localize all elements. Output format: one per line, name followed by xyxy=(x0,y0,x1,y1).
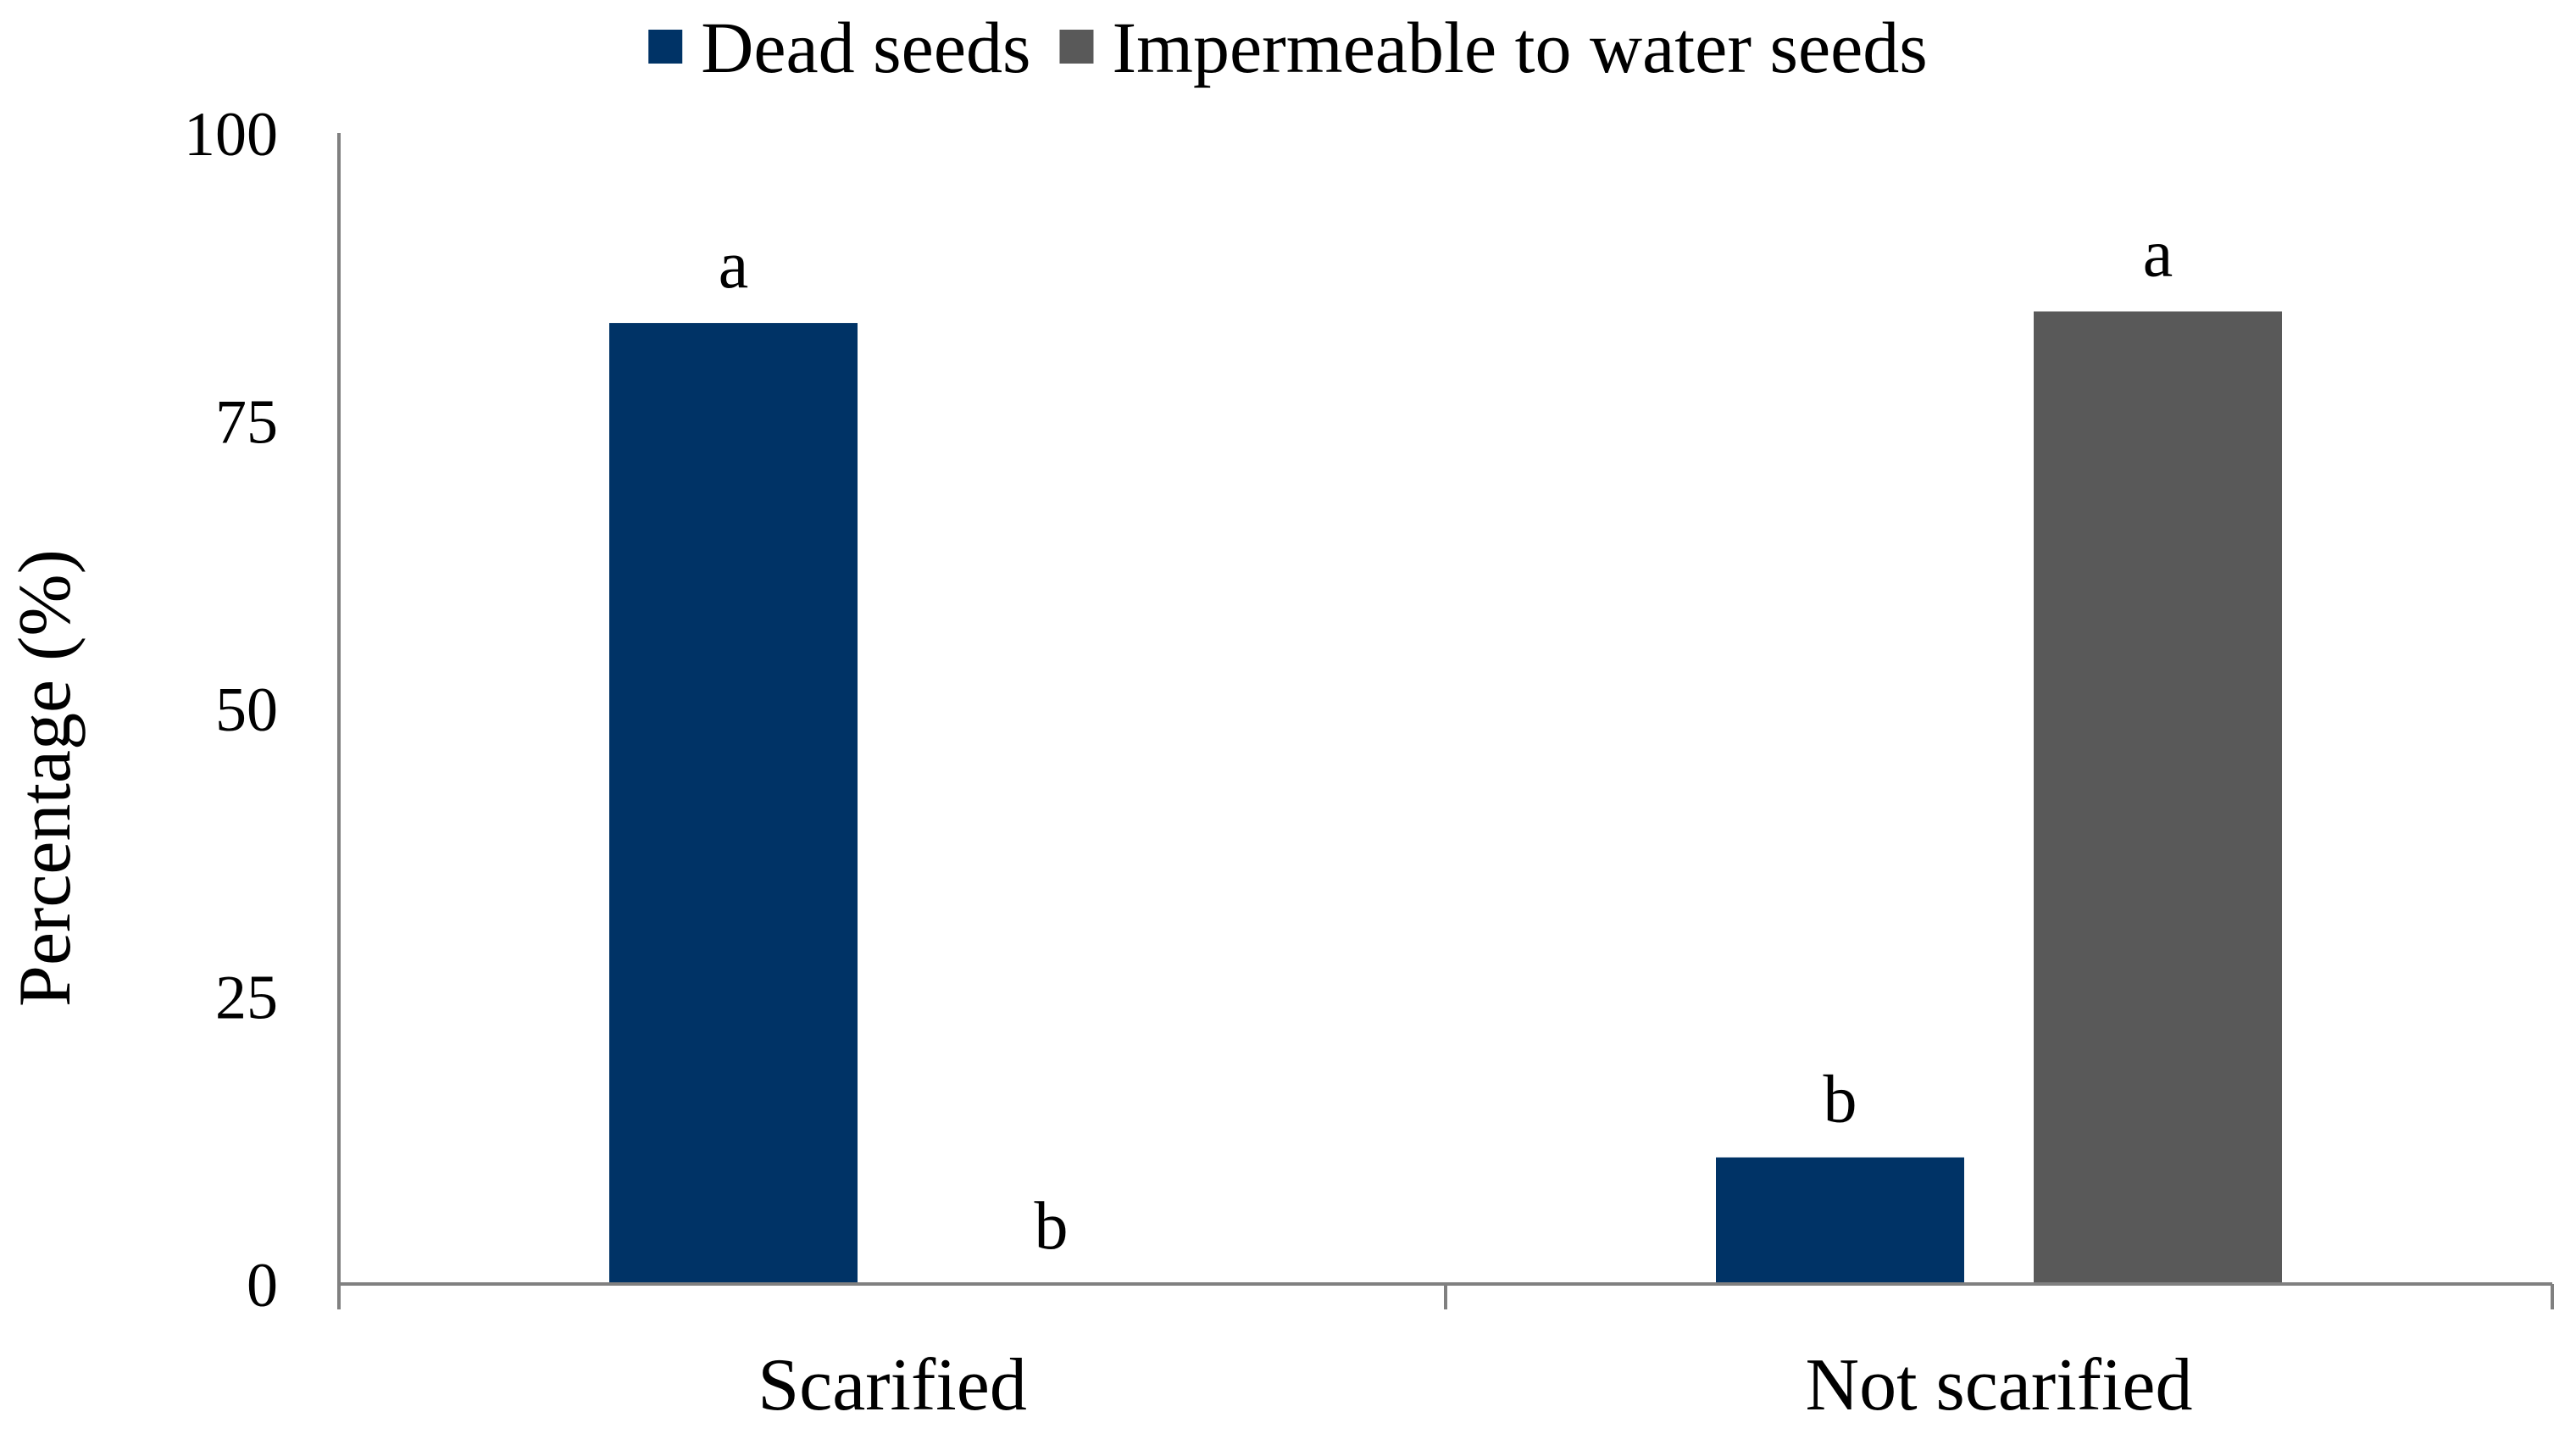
category-label: Scarified xyxy=(758,1344,1027,1426)
axes xyxy=(337,133,2554,1309)
legend-label: Impermeable to water seeds xyxy=(1112,7,1927,88)
legend-swatch xyxy=(1059,30,1094,64)
significance-label: a xyxy=(719,228,749,303)
significance-label: b xyxy=(1824,1063,1857,1137)
significance-label: b xyxy=(1035,1189,1069,1264)
bar-dead-seeds-scarified xyxy=(609,323,858,1284)
bars-group xyxy=(609,311,2282,1284)
bar-impermeable-to-water-seeds-not-scarified xyxy=(2034,311,2282,1284)
legend: Dead seeds Impermeable to water seeds xyxy=(648,7,1928,88)
legend-swatch xyxy=(648,30,683,64)
y-tick-label: 25 xyxy=(215,964,278,1033)
significance-label: a xyxy=(2143,216,2174,291)
y-tick-label: 0 xyxy=(247,1251,278,1320)
category-label: Not scarified xyxy=(1806,1344,2193,1426)
y-tick-label: 75 xyxy=(215,388,278,458)
category-labels: Scarified Not scarified xyxy=(758,1344,2192,1426)
y-tick-label: 100 xyxy=(184,100,278,170)
significance-labels: a b b a xyxy=(719,216,2174,1264)
y-axis-ticks: 0 25 50 75 100 xyxy=(184,100,278,1320)
y-tick-label: 50 xyxy=(215,675,278,745)
legend-label: Dead seeds xyxy=(701,7,1030,88)
y-axis-title: Percentage (%) xyxy=(4,549,86,1007)
bar-dead-seeds-not-scarified xyxy=(1716,1157,1964,1284)
